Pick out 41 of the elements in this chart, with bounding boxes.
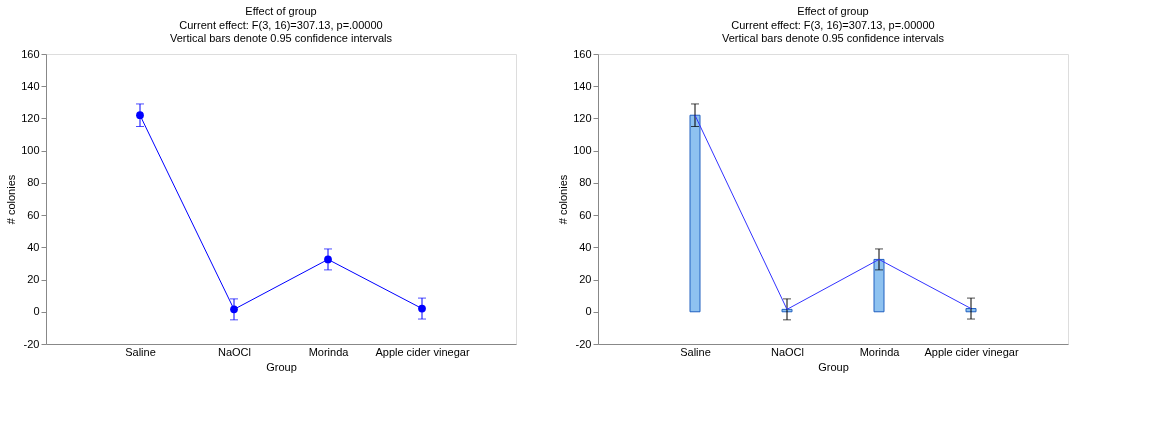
y-axis-title: # colonies	[5, 174, 18, 225]
x-tick-label: Morinda	[859, 345, 901, 358]
y-tick-label: 40	[27, 240, 40, 253]
y-tick-label: 140	[573, 79, 592, 92]
chart-title: Effect of group	[797, 5, 869, 17]
text: Vertical bars denote 0.95 confidence intervals	[170, 32, 393, 44]
y-tick-label: -20	[23, 337, 40, 350]
y-tick-label: 0	[585, 305, 592, 318]
x-tick-label: NaOCl	[217, 345, 252, 358]
text: Vertical bars denote 0.95 confidence intervals	[722, 32, 945, 44]
line-series	[694, 114, 972, 310]
y-tick-label: -20	[575, 337, 592, 350]
y-tick-label: 80	[27, 176, 40, 189]
chart-subtitle: Current effect: F(3, 16)=307.13, p=.00000	[179, 19, 383, 31]
y-axis-title: # colonies	[557, 174, 570, 225]
y-tick-label: 120	[21, 111, 40, 124]
y-tick-label: 20	[27, 273, 40, 286]
y-tick-label: 60	[27, 208, 40, 221]
y-tick-label: 0	[33, 305, 40, 318]
x-tick-label: Apple cider vinegar	[924, 345, 1019, 358]
x-tick-label: Saline	[125, 345, 156, 358]
x-axis-title: Group	[266, 360, 297, 373]
chart-subtitle: Current effect: F(3, 16)=307.13, p=.00000	[731, 19, 935, 31]
x-tick-label: Saline	[680, 345, 711, 358]
x-tick-label: NaOCl	[770, 345, 805, 358]
y-tick-label: 60	[579, 208, 592, 221]
y-tick-label: 120	[573, 111, 592, 124]
bar	[689, 114, 701, 313]
x-tick-label: Morinda	[308, 345, 350, 358]
y-tick-label: 140	[21, 79, 40, 92]
y-tick-label: 100	[573, 144, 592, 157]
bar	[873, 258, 885, 313]
chart-title: Effect of group	[245, 5, 317, 17]
y-tick-label: 100	[21, 144, 40, 157]
x-tick-label: Apple cider vinegar	[375, 345, 470, 358]
y-tick-label: 40	[579, 240, 592, 253]
y-tick-label: 160	[21, 47, 40, 60]
y-tick-label: 160	[573, 47, 592, 60]
y-tick-label: 80	[579, 176, 592, 189]
y-tick-label: 20	[579, 273, 592, 286]
x-axis-title: Group	[818, 360, 849, 373]
